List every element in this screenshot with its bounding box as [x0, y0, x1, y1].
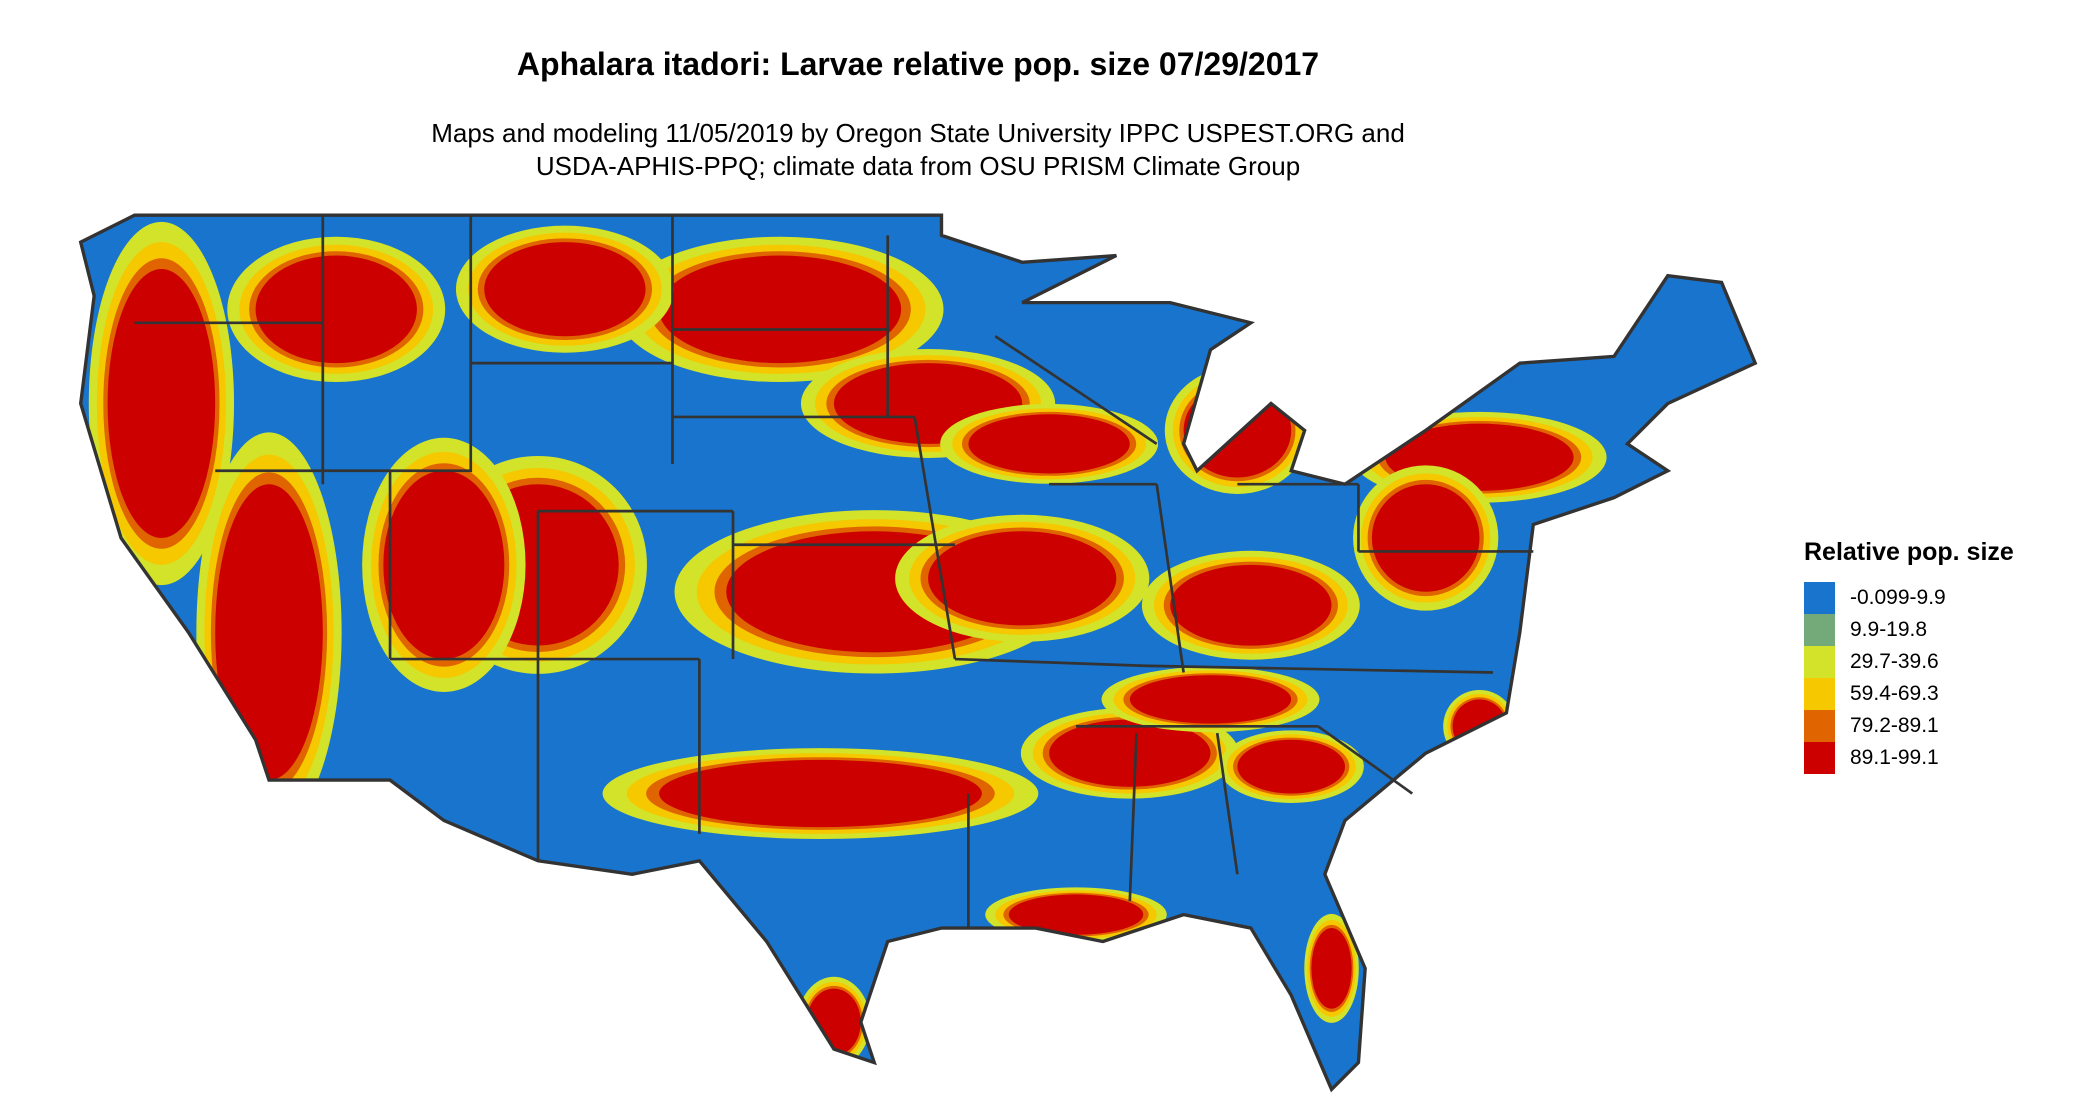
legend-item: 59.4-69.3 [1804, 678, 2014, 710]
legend-title: Relative pop. size [1804, 538, 2014, 566]
population-zone [659, 255, 902, 364]
legend-label: 59.4-69.3 [1850, 682, 1939, 705]
legend-swatch [1804, 582, 1835, 614]
legend-item: 89.1-99.1 [1804, 742, 2014, 774]
legend-item: 29.7-39.6 [1804, 646, 2014, 678]
map-subtitle-line-2: USDA-APHIS-PPQ; climate data from OSU PR… [535, 151, 1301, 181]
state-border [1143, 664, 1493, 674]
state-border [1317, 725, 1414, 795]
population-zone [928, 531, 1117, 626]
state-border [1215, 732, 1239, 875]
state-border [1155, 484, 1185, 673]
legend-label: 79.2-89.1 [1850, 714, 1939, 737]
legend-swatch [1804, 678, 1835, 710]
state-border [954, 657, 1144, 668]
population-zone [484, 242, 646, 337]
legend-swatch [1804, 614, 1835, 646]
state-border [1128, 732, 1138, 902]
state-border [390, 215, 473, 473]
legend-label: -0.099-9.9 [1850, 586, 1946, 609]
population-zone [107, 269, 216, 538]
legend-item: 9.9-19.8 [1804, 614, 2014, 646]
population-zone [215, 484, 323, 781]
population-zone [1049, 719, 1211, 787]
population-zone [1183, 383, 1292, 478]
state-border [994, 335, 1158, 445]
legend-item: -0.099-9.9 [1804, 582, 2014, 614]
population-zone [1371, 484, 1480, 592]
legend-label: 9.9-19.8 [1850, 618, 1928, 641]
population-zone [255, 255, 417, 364]
legend-swatch [1804, 710, 1835, 742]
population-zone [1008, 894, 1144, 935]
map-title: Aphalara itadori: Larvae relative pop. s… [516, 46, 1320, 82]
us-outline [78, 213, 1758, 1093]
state-border [913, 416, 957, 660]
population-zone [659, 759, 982, 828]
legend-item: 79.2-89.1 [1804, 710, 2014, 742]
population-zone [1170, 564, 1332, 646]
legend-swatch [1804, 646, 1835, 678]
legend-label: 89.1-99.1 [1850, 746, 1939, 769]
legend-label: 29.7-39.6 [1850, 650, 1939, 673]
population-zone [1237, 739, 1345, 794]
population-zone [968, 414, 1130, 474]
population-zone [1311, 928, 1352, 1009]
legend: Relative pop. size -0.099-9.9 9.9-19.8 29.… [1804, 538, 2014, 774]
population-zone [383, 470, 505, 660]
population-zone [1129, 675, 1292, 724]
map-subtitle-line-1: Maps and modeling 11/05/2019 by Oregon S… [431, 118, 1405, 148]
legend-swatch [1804, 742, 1835, 774]
population-zone [807, 988, 861, 1056]
